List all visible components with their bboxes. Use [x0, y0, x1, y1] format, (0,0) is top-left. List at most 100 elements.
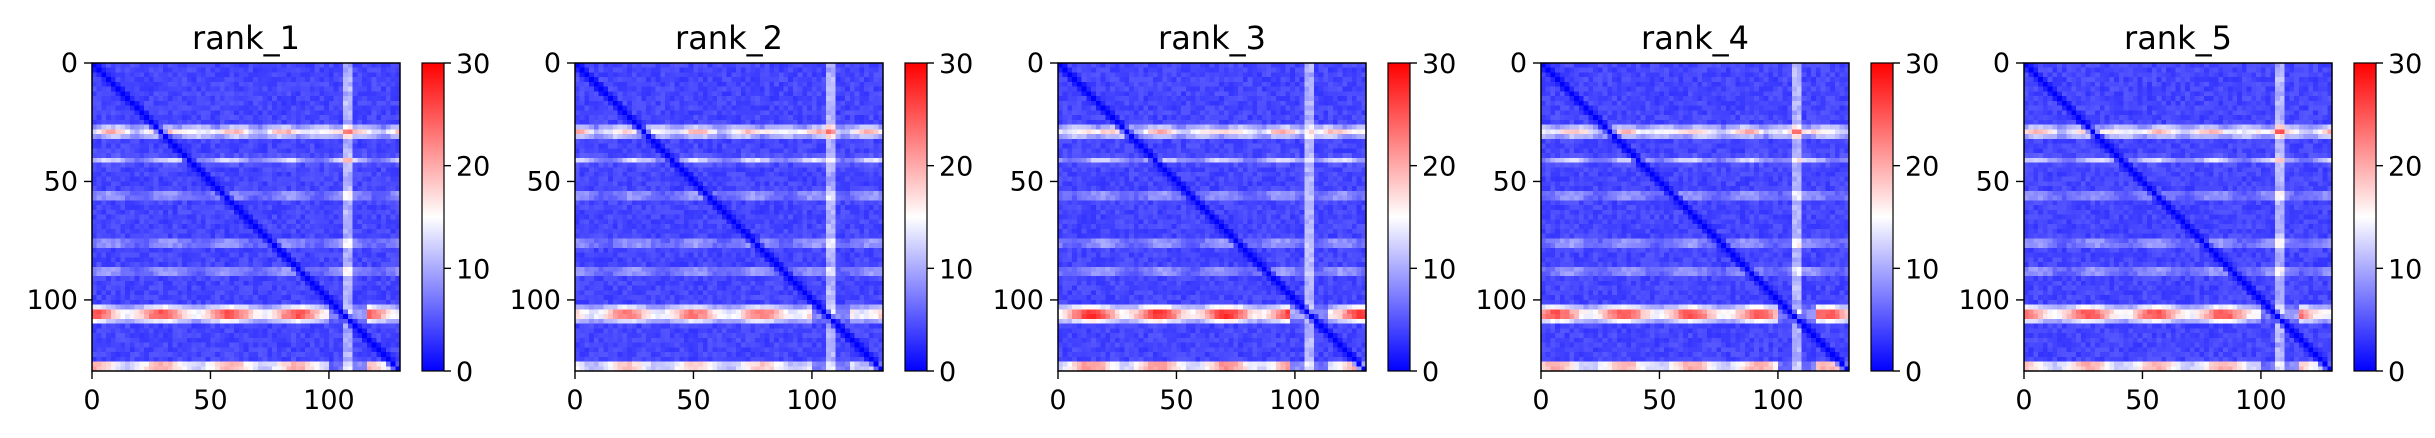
heatmap-cell — [158, 82, 163, 87]
heatmap-cell — [703, 82, 708, 87]
heatmap-cell — [338, 290, 343, 295]
heatmap-cell — [267, 352, 272, 357]
heatmap-cell — [746, 101, 751, 106]
heatmap-cell — [187, 314, 192, 319]
heatmap-cell — [163, 309, 168, 314]
heatmap-cell — [769, 91, 774, 96]
heatmap-cell — [196, 224, 201, 229]
heatmap-cell — [201, 196, 206, 201]
heatmap-cell — [220, 167, 225, 172]
heatmap-cell — [258, 186, 263, 191]
heatmap-cell — [651, 77, 656, 82]
heatmap-cell — [282, 328, 287, 333]
heatmap-cell — [206, 238, 211, 243]
heatmap-cell — [277, 91, 282, 96]
heatmap-cell — [372, 196, 377, 201]
heatmap-cell — [372, 357, 377, 362]
heatmap-cell — [343, 191, 348, 196]
heatmap-cell — [315, 248, 320, 253]
heatmap-cell — [97, 101, 102, 106]
heatmap-cell — [130, 87, 135, 92]
heatmap-cell — [101, 319, 106, 324]
heatmap-cell — [296, 328, 301, 333]
heatmap-cell — [703, 63, 708, 68]
heatmap-cell — [239, 144, 244, 149]
heatmap-cell — [196, 229, 201, 234]
heatmap-cell — [727, 87, 732, 92]
heatmap-cell — [196, 101, 201, 106]
heatmap-cell — [177, 148, 182, 153]
heatmap-cell — [315, 163, 320, 168]
heatmap-cell — [372, 300, 377, 305]
heatmap-cell — [244, 295, 249, 300]
heatmap-cell — [135, 91, 140, 96]
heatmap-cell — [111, 333, 116, 338]
heatmap-cell — [372, 215, 377, 220]
heatmap-cell — [125, 125, 130, 130]
heatmap-cell — [291, 110, 296, 115]
heatmap-cell — [291, 172, 296, 177]
heatmap-cell — [376, 262, 381, 267]
heatmap-cell — [182, 72, 187, 77]
heatmap-cell — [272, 347, 277, 352]
heatmap-cell — [106, 63, 111, 68]
heatmap-cell — [234, 172, 239, 177]
heatmap-cell — [286, 115, 291, 120]
heatmap-cell — [201, 148, 206, 153]
heatmap-cell — [277, 72, 282, 77]
heatmap-cell — [192, 158, 197, 163]
heatmap-cell — [130, 328, 135, 333]
heatmap-cell — [831, 91, 836, 96]
heatmap-cell — [769, 82, 774, 87]
heatmap-cell — [111, 262, 116, 267]
heatmap-cell — [272, 91, 277, 96]
heatmap-cell — [338, 196, 343, 201]
heatmap-cell — [286, 101, 291, 106]
heatmap-cell — [575, 68, 580, 73]
heatmap-cell — [334, 134, 339, 139]
heatmap-cell — [319, 352, 324, 357]
heatmap-cell — [229, 134, 234, 139]
heatmap-cell — [258, 319, 263, 324]
heatmap-cell — [343, 333, 348, 338]
heatmap-cell — [282, 200, 287, 205]
heatmap-cell — [594, 77, 599, 82]
heatmap-cell — [291, 286, 296, 291]
heatmap-cell — [859, 72, 864, 77]
heatmap-cell — [135, 72, 140, 77]
heatmap-cell — [244, 362, 249, 367]
heatmap-cell — [168, 238, 173, 243]
heatmap-cell — [220, 148, 225, 153]
heatmap-cell — [372, 101, 377, 106]
heatmap-cell — [163, 324, 168, 329]
heatmap-cell — [348, 96, 353, 101]
heatmap-cell — [154, 177, 159, 182]
heatmap-cell — [130, 219, 135, 224]
heatmap-cell — [125, 186, 130, 191]
heatmap-cell — [97, 186, 102, 191]
heatmap-cell — [348, 115, 353, 120]
heatmap-cell — [244, 210, 249, 215]
heatmap-cell — [173, 68, 178, 73]
heatmap-cell — [310, 163, 315, 168]
heatmap-cell — [220, 300, 225, 305]
heatmap-cell — [267, 72, 272, 77]
heatmap-cell — [603, 82, 608, 87]
heatmap-cell — [319, 234, 324, 239]
heatmap-cell — [135, 290, 140, 295]
heatmap-cell — [225, 333, 230, 338]
heatmap-cell — [106, 215, 111, 220]
heatmap-cell — [135, 129, 140, 134]
heatmap-cell — [149, 115, 154, 120]
heatmap-cell — [338, 257, 343, 262]
heatmap-cell — [599, 87, 604, 92]
heatmap-cell — [334, 125, 339, 130]
heatmap-cell — [338, 267, 343, 272]
heatmap-cell — [187, 172, 192, 177]
heatmap-cell — [201, 215, 206, 220]
heatmap-cell — [149, 129, 154, 134]
heatmap-cell — [594, 63, 599, 68]
heatmap-cell — [329, 87, 334, 92]
heatmap-cell — [154, 324, 159, 329]
heatmap-cell — [343, 215, 348, 220]
